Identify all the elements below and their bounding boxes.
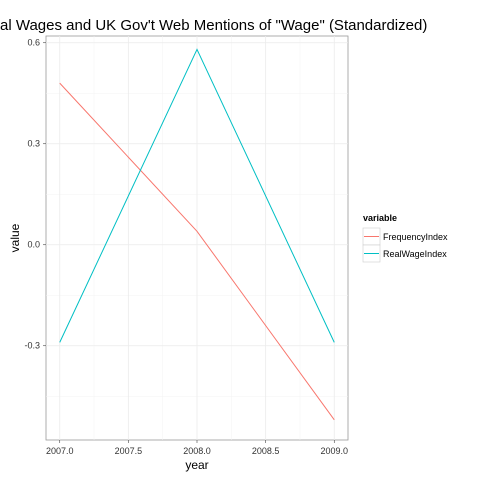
legend: variable FrequencyIndex RealWageIndex (362, 213, 448, 263)
y-tick-label: 0.6 (27, 38, 40, 48)
x-tick-label: 2009.0 (321, 446, 349, 456)
series-line-frequencyindex (59, 82, 335, 421)
x-tick-label: 2008.5 (252, 446, 280, 456)
y-axis-title: value (8, 223, 22, 252)
x-axis-title: year (185, 458, 208, 472)
x-tick-label: 2007.0 (46, 446, 74, 456)
legend-title: variable (363, 213, 397, 223)
chart-title: al Wages and UK Gov't Web Mentions of "W… (0, 17, 427, 34)
y-tick-label: -0.3 (24, 341, 40, 351)
grid (46, 36, 348, 440)
series-line-realwageindex (59, 48, 335, 343)
legend-label-frequencyindex: FrequencyIndex (383, 232, 448, 242)
legend-label-realwageindex: RealWageIndex (383, 249, 447, 259)
x-tick-label: 2007.5 (115, 446, 143, 456)
x-tick-label: 2008.0 (183, 446, 211, 456)
axes: 2007.0 2007.5 2008.0 2008.5 2009.0 -0.3 0.0 0.3… (24, 38, 348, 456)
y-tick-label: 0.3 (27, 139, 40, 149)
y-tick-label: 0.0 (27, 240, 40, 250)
series-lines (59, 48, 335, 421)
